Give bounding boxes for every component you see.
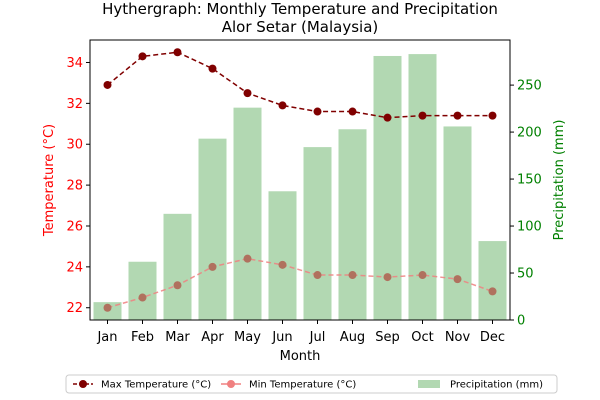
precipitation-axis-label: Precipitation (mm) [552,120,567,241]
precipitation-bar [128,261,157,320]
month-tick-label: Dec [480,330,505,345]
temperature-tick-label: 34 [66,56,83,71]
precipitation-bar [163,213,192,320]
precipitation-tick-label: 250 [517,79,542,94]
legend-label: Precipitation (mm) [450,380,543,391]
month-tick-label: Jul [309,330,326,345]
min-temperature-point [488,287,497,296]
precipitation-bar [268,191,297,320]
min-temperature-point [313,271,322,280]
max-temperature-point [278,101,287,110]
chart-title: Hythergraph: Monthly Temperature and Pre… [102,0,498,18]
precipitation-bar [198,138,227,320]
min-temperature-point [418,271,427,280]
min-temperature-line [107,257,493,309]
temperature-axis: 22 24 26 28 30 32 34 [66,56,90,316]
temperature-tick-label: 24 [66,260,83,275]
plot-frame [89,39,511,321]
temperature-tick-label: 32 [66,97,83,112]
min-temperature-point [348,271,357,280]
legend-label: Min Temperature (°C) [249,380,356,391]
max-temperature-point [138,52,147,61]
max-temperature-point [418,111,427,120]
min-temperature-point [278,260,287,269]
max-temperature-line [107,51,493,119]
max-temperature-point [208,64,217,73]
min-temperature-point [243,254,252,263]
month-tick-label: Aug [340,330,365,345]
min-temperature-point [103,303,112,312]
min-temperature-point [383,273,392,282]
precipitation-tick-label: 50 [517,267,534,282]
min-temperature-point [208,262,217,271]
precipitation-bar [478,241,507,320]
temperature-tick-label: 28 [66,179,83,194]
legend-marker-swatch [227,380,235,388]
precipitation-axis: 0 50 100 150 200 250 [510,79,542,329]
temperature-tick-label: 22 [66,301,83,316]
month-tick-label: Mar [165,330,190,345]
month-tick-label: Jan [96,330,117,345]
precipitation-tick-label: 0 [517,314,525,329]
chart-subtitle: Alor Setar (Malaysia) [222,18,379,36]
month-tick-label: May [234,330,261,345]
max-temperature-point [313,107,322,116]
precipitation-bar [303,147,332,320]
month-axis: Jan Feb Mar Apr May Jun Jul Aug Sep Oct Nov Dec [96,320,505,345]
max-temperature-point [488,111,497,120]
precipitation-bar [443,126,472,320]
month-tick-label: Apr [201,330,224,345]
min-temperature-point [138,293,147,302]
legend-frame [65,374,558,394]
max-temperature-point [103,80,112,89]
max-temperature-point [383,113,392,122]
temperature-lines [103,48,497,312]
min-temperature-point [173,281,182,290]
month-tick-label: Sep [375,330,400,345]
max-temperature-point [348,107,357,116]
legend: Max Temperature (°C) Min Temperature (°C)… [65,374,558,394]
precipitation-tick-label: 100 [517,220,542,235]
precipitation-bar [408,54,437,320]
month-tick-label: Jun [271,330,292,345]
max-temperature-point [173,48,182,57]
temperature-tick-label: 30 [66,138,83,153]
month-tick-label: Nov [445,330,471,345]
precipitation-bar [338,129,367,320]
min-temperature-point [453,275,462,284]
precipitation-bar [233,107,262,321]
temperature-tick-label: 26 [66,219,83,234]
precipitation-tick-label: 200 [517,126,542,141]
max-temperature-point [453,111,462,120]
legend-bar-swatch [418,380,440,388]
x-axis-label: Month [280,349,321,364]
legend-label: Max Temperature (°C) [101,380,211,391]
precipitation-tick-label: 150 [517,173,542,188]
month-tick-label: Oct [411,330,433,345]
precipitation-bars [93,54,507,321]
legend-marker-swatch [79,380,87,388]
month-tick-label: Feb [131,330,154,345]
temperature-axis-label: Temperature (°C) [42,124,57,237]
max-temperature-point [243,89,252,98]
